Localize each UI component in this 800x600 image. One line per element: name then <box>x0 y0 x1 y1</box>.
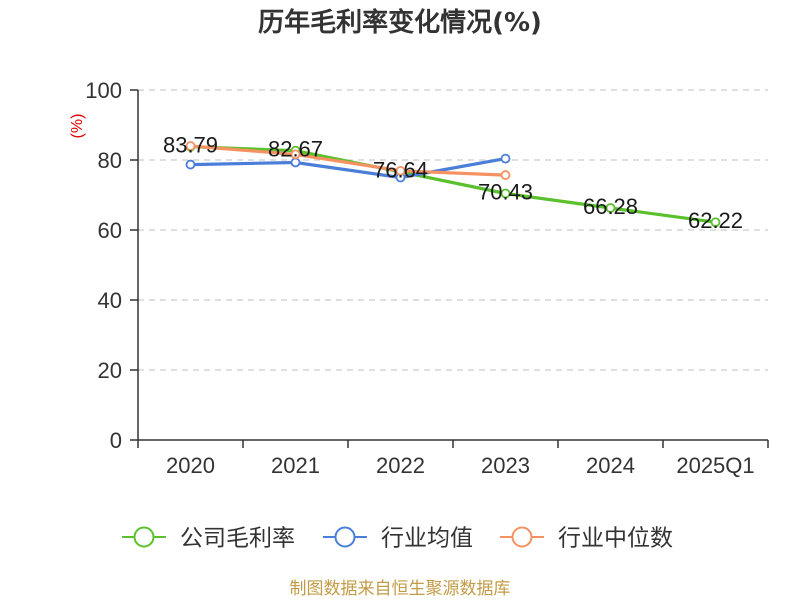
legend-label: 行业中位数 <box>558 525 673 551</box>
industry-median-point <box>185 141 196 151</box>
source-note: 制图数据来自恒生聚源数据库 <box>290 579 511 599</box>
company-gross-margin-point <box>605 203 616 213</box>
industry-median-line <box>188 144 508 177</box>
series-lines <box>185 141 721 228</box>
industry-median-point <box>500 170 511 180</box>
industry-mean-line <box>188 157 508 180</box>
legend-line-marker-icon <box>122 526 166 548</box>
y-axis-label: (%) <box>69 114 86 139</box>
industry-mean-point <box>500 153 511 164</box>
chart-title: 历年毛利率变化情况(%) <box>258 7 542 38</box>
x-tick-label: 2022 <box>376 453 425 478</box>
company-gross-margin-point <box>710 217 721 228</box>
y-tick-label: 40 <box>98 288 122 313</box>
company-gross-margin-point <box>500 188 511 199</box>
legend-marker-circle <box>511 526 533 548</box>
x-tick-label: 2023 <box>481 453 530 478</box>
x-tick-label: 2020 <box>166 453 215 478</box>
industry-mean-point <box>185 159 196 170</box>
y-tick-label: 60 <box>98 218 122 243</box>
company-gross-margin-value-label: 76.64 <box>373 158 428 183</box>
legend-line-marker-icon <box>500 526 544 548</box>
legend-marker-circle <box>133 526 155 548</box>
x-tick-label: 2025Q1 <box>676 453 754 478</box>
x-tick-label: 2024 <box>586 453 635 478</box>
industry-mean-series <box>185 153 511 183</box>
legend-item-industry-median[interactable]: 行业中位数 <box>500 525 673 551</box>
legend-item-industry-mean[interactable]: 行业均值 <box>323 525 473 551</box>
y-tick-label: 20 <box>98 358 122 383</box>
legend-marker-circle <box>334 526 356 548</box>
y-tick-label: 100 <box>85 78 122 103</box>
company-gross-margin-value-label: 70.43 <box>478 179 533 204</box>
y-tick-label: 0 <box>110 428 122 453</box>
company-gross-margin-line <box>188 145 718 224</box>
axes: 0 20 40 60 80 100 2020 2021 2022 2023 2024 2025Q1 <box>85 78 769 478</box>
industry-median-series <box>185 141 511 180</box>
legend-label: 行业均值 <box>381 525 473 551</box>
legend: 公司毛利率 行业均值 行业中位数 <box>122 525 673 551</box>
company-gross-margin-value-label: 62.22 <box>688 208 743 233</box>
data-labels: 83.79 82.67 76.64 70.43 66.28 62.22 <box>163 133 743 233</box>
legend-label: 公司毛利率 <box>180 525 295 551</box>
gridlines <box>138 89 768 371</box>
legend-item-company-gross-margin[interactable]: 公司毛利率 <box>122 525 295 551</box>
company-gross-margin-value-label: 83.79 <box>163 133 218 158</box>
industry-median-point <box>290 149 301 160</box>
legend-line-marker-icon <box>323 526 367 548</box>
company-gross-margin-value-label: 82.67 <box>268 137 323 162</box>
industry-median-point <box>395 165 406 176</box>
y-tick-label: 80 <box>98 148 122 173</box>
x-tick-label: 2021 <box>271 453 320 478</box>
company-gross-margin-value-label: 66.28 <box>583 194 638 219</box>
